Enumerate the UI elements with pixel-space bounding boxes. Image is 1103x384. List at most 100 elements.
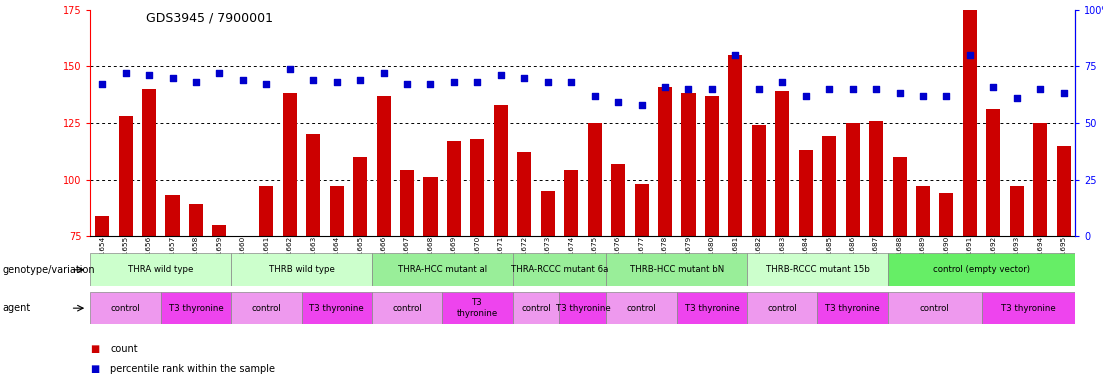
Bar bbox=[282, 93, 297, 236]
Text: THRB-RCCC mutant 15b: THRB-RCCC mutant 15b bbox=[765, 265, 869, 274]
Bar bbox=[775, 91, 790, 236]
Bar bbox=[564, 170, 578, 236]
Text: control (empty vector): control (empty vector) bbox=[933, 265, 1030, 274]
Point bbox=[985, 84, 1003, 90]
Bar bbox=[119, 116, 132, 236]
Bar bbox=[376, 96, 390, 236]
Point bbox=[234, 77, 251, 83]
Text: control: control bbox=[920, 304, 950, 313]
Bar bbox=[607, 292, 677, 324]
Bar bbox=[513, 253, 607, 286]
Text: THRB wild type: THRB wild type bbox=[268, 265, 334, 274]
Bar bbox=[588, 123, 602, 236]
Bar bbox=[307, 134, 320, 236]
Bar bbox=[677, 292, 747, 324]
Bar bbox=[470, 139, 484, 236]
Text: control: control bbox=[251, 304, 281, 313]
Bar bbox=[232, 292, 301, 324]
Bar bbox=[517, 152, 532, 236]
Bar bbox=[494, 105, 507, 236]
Text: THRA wild type: THRA wild type bbox=[128, 265, 193, 274]
Bar bbox=[986, 109, 1000, 236]
Point bbox=[750, 86, 768, 92]
Point bbox=[796, 93, 814, 99]
Text: T3
thyronine: T3 thyronine bbox=[457, 298, 499, 318]
Bar bbox=[846, 123, 859, 236]
Point bbox=[727, 52, 745, 58]
Text: T3 thyronine: T3 thyronine bbox=[309, 304, 364, 313]
Bar bbox=[142, 89, 157, 236]
Point bbox=[446, 79, 463, 85]
Text: ■: ■ bbox=[90, 364, 99, 374]
Point bbox=[867, 86, 885, 92]
Bar bbox=[888, 292, 982, 324]
Point bbox=[117, 70, 135, 76]
Bar bbox=[817, 292, 888, 324]
Bar bbox=[1009, 186, 1024, 236]
Point bbox=[421, 81, 439, 88]
Bar bbox=[213, 225, 226, 236]
Point bbox=[257, 81, 275, 88]
Bar bbox=[747, 253, 888, 286]
Bar bbox=[442, 292, 513, 324]
Text: THRB-HCC mutant bN: THRB-HCC mutant bN bbox=[630, 265, 724, 274]
Text: genotype/variation: genotype/variation bbox=[2, 265, 95, 275]
Point bbox=[609, 99, 627, 106]
Bar bbox=[658, 87, 672, 236]
Text: T3 thyronine: T3 thyronine bbox=[169, 304, 223, 313]
Point bbox=[633, 102, 651, 108]
Bar bbox=[747, 292, 817, 324]
Point bbox=[938, 93, 955, 99]
Bar bbox=[940, 193, 953, 236]
Bar bbox=[728, 55, 742, 236]
Text: T3 thyronine: T3 thyronine bbox=[685, 304, 739, 313]
Bar bbox=[915, 186, 930, 236]
Point bbox=[703, 86, 720, 92]
Bar bbox=[705, 96, 719, 236]
Point bbox=[821, 86, 838, 92]
Text: T3 thyronine: T3 thyronine bbox=[556, 304, 610, 313]
Text: control: control bbox=[110, 304, 140, 313]
Point bbox=[914, 93, 932, 99]
Bar bbox=[372, 292, 442, 324]
Bar bbox=[822, 136, 836, 236]
Bar bbox=[982, 292, 1075, 324]
Point bbox=[188, 79, 205, 85]
Point bbox=[679, 86, 697, 92]
Point bbox=[304, 77, 322, 83]
Point bbox=[492, 72, 510, 78]
Text: T3 thyronine: T3 thyronine bbox=[1002, 304, 1056, 313]
Bar bbox=[888, 253, 1075, 286]
Bar bbox=[372, 253, 513, 286]
Bar bbox=[400, 170, 414, 236]
Point bbox=[140, 72, 158, 78]
Text: THRA-RCCC mutant 6a: THRA-RCCC mutant 6a bbox=[511, 265, 608, 274]
Text: control: control bbox=[521, 304, 550, 313]
Bar bbox=[1034, 123, 1047, 236]
Bar bbox=[301, 292, 372, 324]
Text: ■: ■ bbox=[90, 344, 99, 354]
Bar bbox=[752, 125, 765, 236]
Bar bbox=[165, 195, 180, 236]
Bar bbox=[90, 292, 161, 324]
Point bbox=[539, 79, 557, 85]
Point bbox=[773, 79, 791, 85]
Point bbox=[211, 70, 228, 76]
Bar bbox=[232, 253, 372, 286]
Bar bbox=[540, 191, 555, 236]
Point bbox=[398, 81, 416, 88]
Bar bbox=[963, 0, 977, 236]
Point bbox=[94, 81, 111, 88]
Point bbox=[328, 79, 345, 85]
Bar bbox=[799, 150, 813, 236]
Point bbox=[163, 74, 181, 81]
Point bbox=[352, 77, 370, 83]
Point bbox=[961, 52, 978, 58]
Text: count: count bbox=[110, 344, 138, 354]
Text: percentile rank within the sample: percentile rank within the sample bbox=[110, 364, 276, 374]
Bar bbox=[447, 141, 461, 236]
Point bbox=[586, 93, 603, 99]
Bar bbox=[892, 157, 907, 236]
Point bbox=[1054, 90, 1072, 96]
Point bbox=[281, 65, 299, 71]
